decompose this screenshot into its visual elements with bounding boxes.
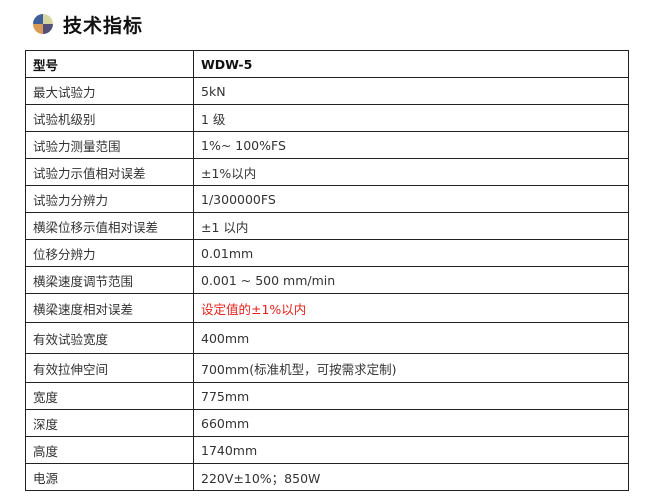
spec-label: 横梁位移示值相对误差 (25, 212, 194, 240)
table-row: 有效拉伸空间 700mm(标准机型，可按需求定制) (25, 353, 629, 383)
header-value: WDW-5 (193, 50, 629, 78)
table-row: 电源 220V±10%；850W (25, 463, 629, 491)
spec-label: 横梁速度相对误差 (25, 293, 194, 323)
spec-value: 5kN (193, 77, 629, 105)
section-title-text: 技术指标 (63, 14, 144, 37)
spec-value: 220V±10%；850W (193, 463, 629, 491)
spec-table: 型号 WDW-5 最大试验力 5kN 试验机级别 1 级试验力测量范围 1%~ 100%… (25, 50, 629, 491)
table-row: 最大试验力 5kN (25, 77, 629, 105)
spec-label: 试验力示值相对误差 (25, 158, 194, 186)
spec-value: 设定值的±1%以内 (193, 293, 629, 323)
spec-value: 660mm (193, 409, 629, 437)
table-row: 横梁位移示值相对误差 ±1 以内 (25, 212, 629, 240)
header-label: 型号 (25, 50, 194, 78)
quadrant-ball-icon (33, 14, 53, 34)
spec-label: 位移分辨力 (25, 239, 194, 267)
spec-value: 1%~ 100%FS (193, 131, 629, 159)
spec-label: 横梁速度调节范围 (25, 266, 194, 294)
table-row: 深度 660mm (25, 409, 629, 437)
spec-value: 0.001 ~ 500 mm/min (193, 266, 629, 294)
spec-label: 深度 (25, 409, 194, 437)
table-row: 试验力分辨力 1/300000FS (25, 185, 629, 213)
spec-value: 1/300000FS (193, 185, 629, 213)
table-row: 横梁速度相对误差 设定值的±1%以内 (25, 293, 629, 323)
spec-value: 700mm(标准机型，可按需求定制) (193, 353, 629, 383)
spec-label: 有效拉伸空间 (25, 353, 194, 383)
section-title: 技术指标 (33, 11, 143, 37)
table-row: 试验机级别 1 级 (25, 104, 629, 132)
spec-value: 1 级 (193, 104, 629, 132)
table-row: 试验力测量范围 1%~ 100%FS (25, 131, 629, 159)
table-row: 有效试验宽度 400mm (25, 322, 629, 354)
table-row: 横梁速度调节范围 0.001 ~ 500 mm/min (25, 266, 629, 294)
spec-value: 400mm (193, 322, 629, 354)
spec-value: 1740mm (193, 436, 629, 464)
spec-value: ±1 以内 (193, 212, 629, 240)
table-header-row: 型号 WDW-5 (25, 50, 629, 78)
spec-label: 试验力测量范围 (25, 131, 194, 159)
spec-label: 有效试验宽度 (25, 322, 194, 354)
table-row: 高度 1740mm (25, 436, 629, 464)
table-row: 位移分辨力 0.01mm (25, 239, 629, 267)
table-row: 试验力示值相对误差 ±1%以内 (25, 158, 629, 186)
spec-value: 0.01mm (193, 239, 629, 267)
spec-label: 试验机级别 (25, 104, 194, 132)
spec-label: 电源 (25, 463, 194, 491)
table-row: 宽度 775mm (25, 382, 629, 410)
spec-value: ±1%以内 (193, 158, 629, 186)
spec-label: 高度 (25, 436, 194, 464)
spec-value: 775mm (193, 382, 629, 410)
spec-label: 最大试验力 (25, 77, 194, 105)
spec-label: 宽度 (25, 382, 194, 410)
spec-label: 试验力分辨力 (25, 185, 194, 213)
